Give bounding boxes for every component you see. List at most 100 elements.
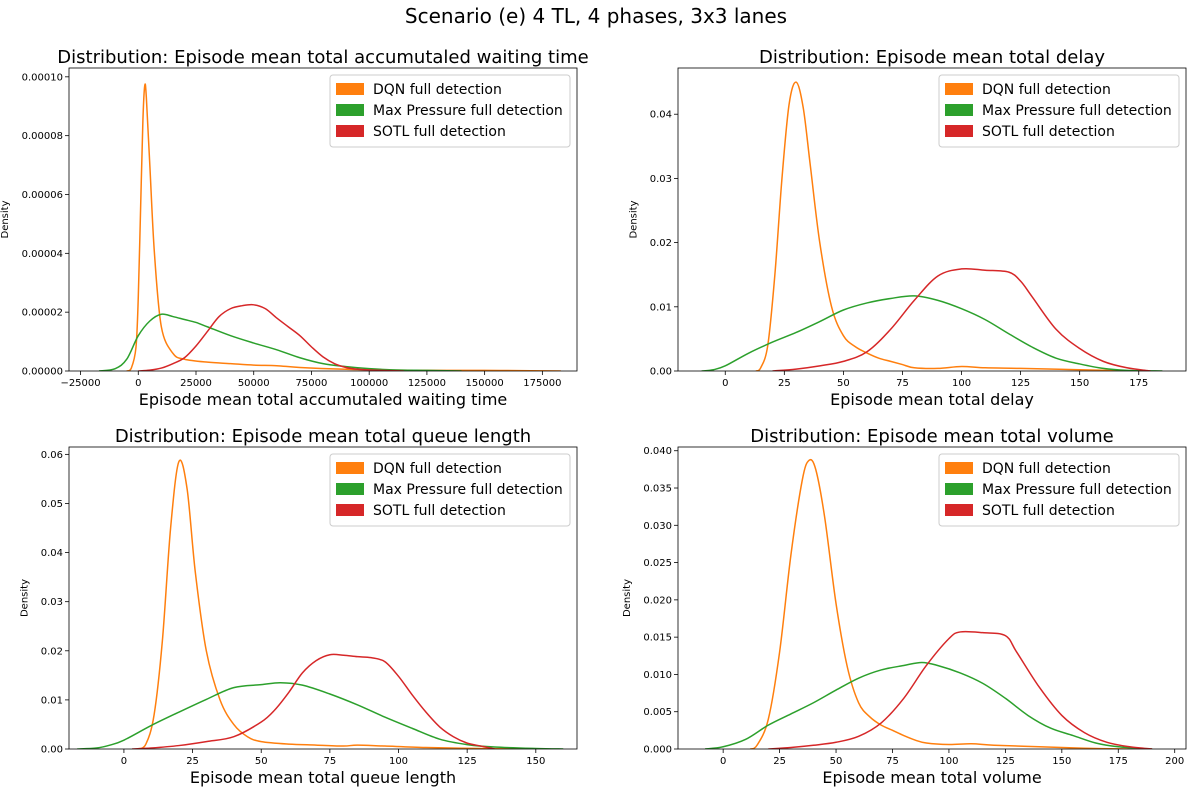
legend: DQN full detection Max Pressure full dete… <box>938 453 1180 527</box>
legend-label-dqn: DQN full detection <box>982 82 1111 98</box>
x-tick-label: 175000 <box>523 378 561 389</box>
y-tick-label: 0.03 <box>41 597 63 608</box>
legend: DQN full detection Max Pressure full dete… <box>938 74 1180 148</box>
x-tick-label: 100 <box>952 378 971 389</box>
legend-box <box>938 453 1180 527</box>
x-axis-label: Episode mean total volume <box>822 768 1041 787</box>
y-tick-label: 0.000 <box>643 745 672 756</box>
legend-swatch-dqn <box>945 462 973 474</box>
chart-title: Distribution: Episode mean total queue l… <box>115 426 531 447</box>
axes-frame <box>677 67 1187 372</box>
series-line-sotl <box>768 630 1153 749</box>
y-tick-label: 0.02 <box>650 238 672 249</box>
y-tick-label: 0.040 <box>643 446 672 457</box>
series-line-dqn <box>749 458 1130 749</box>
series-line-maxpressure <box>704 661 1153 749</box>
legend-label-dqn: DQN full detection <box>373 461 502 477</box>
plot-area <box>77 459 564 749</box>
x-tick-label: 150 <box>1052 756 1071 767</box>
y-tick-label: 0.01 <box>650 302 672 313</box>
x-tick-label: 0 <box>720 756 726 767</box>
chart-title: Distribution: Episode mean total accumut… <box>57 47 588 68</box>
legend-swatch-dqn <box>945 83 973 95</box>
chart-queue-length: Distribution: Episode mean total queue l… <box>19 426 578 787</box>
x-tick-label: 0 <box>135 378 141 389</box>
x-tick-label: 175 <box>1129 378 1148 389</box>
y-tick-label: 0.00010 <box>22 72 63 83</box>
y-tick-label: 0.00 <box>41 745 63 756</box>
y-axis-label: Density <box>622 579 633 617</box>
x-tick-label: 150 <box>526 756 545 767</box>
axes-frame <box>68 446 578 750</box>
x-tick-label: 175 <box>1109 756 1128 767</box>
y-tick-label: 0.035 <box>643 484 672 495</box>
x-tick-label: 50 <box>837 378 850 389</box>
x-tick-label: 200 <box>1165 756 1184 767</box>
x-tick-label: −25000 <box>60 378 100 389</box>
y-axis-label: Density <box>0 200 11 238</box>
x-tick-label: 25 <box>773 756 786 767</box>
x-tick-label: 0 <box>121 756 127 767</box>
y-tick-label: 0.04 <box>650 110 672 121</box>
series-line-sotl <box>132 653 495 749</box>
legend-label-sotl: SOTL full detection <box>982 503 1115 519</box>
x-tick-label: 100000 <box>350 378 388 389</box>
y-tick-label: 0.02 <box>41 646 63 657</box>
legend-box <box>329 74 571 148</box>
chart-waiting-time: Distribution: Episode mean total accumut… <box>0 47 588 409</box>
series-line-maxpressure <box>98 313 462 371</box>
legend-swatch-maxpressure <box>945 104 973 116</box>
x-tick-label: 50000 <box>238 378 270 389</box>
legend-swatch-maxpressure <box>336 483 364 495</box>
legend-swatch-dqn <box>336 462 364 474</box>
plot-area <box>701 81 1163 371</box>
y-axis-label: Density <box>628 200 639 238</box>
x-tick-label: 100 <box>939 756 958 767</box>
y-tick-label: 0.00004 <box>22 249 63 260</box>
legend-label-sotl: SOTL full detection <box>982 124 1115 140</box>
x-tick-label: 50 <box>255 756 268 767</box>
x-tick-label: 0 <box>722 378 728 389</box>
x-axis-label: Episode mean total queue length <box>190 768 456 787</box>
axes-frame <box>68 67 578 372</box>
legend-swatch-maxpressure <box>945 483 973 495</box>
y-tick-label: 0.015 <box>643 633 672 644</box>
y-tick-label: 0.01 <box>41 695 63 706</box>
legend-swatch-dqn <box>336 83 364 95</box>
x-tick-label: 150 <box>1070 378 1089 389</box>
plot-area <box>704 458 1153 749</box>
chart-title: Distribution: Episode mean total volume <box>750 426 1114 447</box>
y-tick-label: 0.00006 <box>22 190 63 201</box>
figure-title: Scenario (e) 4 TL, 4 phases, 3x3 lanes <box>404 4 788 28</box>
x-axis-label: Episode mean total accumutaled waiting t… <box>139 390 508 409</box>
x-axis-label: Episode mean total delay <box>830 390 1034 409</box>
x-tick-label: 75 <box>323 756 336 767</box>
x-tick-label: 125000 <box>408 378 446 389</box>
legend-label-maxpressure: Max Pressure full detection <box>373 103 563 119</box>
y-tick-label: 0.00 <box>650 367 672 378</box>
chart-delay: Distribution: Episode mean total delay 0 2… <box>628 47 1187 409</box>
legend-box <box>938 74 1180 148</box>
series-line-maxpressure <box>77 681 564 749</box>
x-tick-label: 100 <box>389 756 408 767</box>
y-tick-label: 0.020 <box>643 595 672 606</box>
legend-label-maxpressure: Max Pressure full detection <box>982 482 1172 498</box>
y-tick-label: 0.025 <box>643 558 672 569</box>
x-tick-label: 125 <box>996 756 1015 767</box>
x-tick-label: 50 <box>830 756 843 767</box>
series-line-dqn <box>137 459 536 749</box>
axes-frame <box>677 446 1187 750</box>
y-tick-label: 0.05 <box>41 499 63 510</box>
chart-title: Distribution: Episode mean total delay <box>759 47 1105 68</box>
x-tick-label: 75 <box>896 378 909 389</box>
series-line-sotl <box>138 303 404 371</box>
x-tick-label: 125 <box>1011 378 1030 389</box>
legend-label-maxpressure: Max Pressure full detection <box>373 482 563 498</box>
x-tick-label: 150000 <box>466 378 504 389</box>
x-tick-label: 25 <box>186 756 199 767</box>
plot-area <box>98 83 561 371</box>
x-tick-label: 125 <box>458 756 477 767</box>
y-axis-label: Density <box>19 579 30 617</box>
chart-volume: Distribution: Episode mean total volume 0… <box>622 426 1187 787</box>
